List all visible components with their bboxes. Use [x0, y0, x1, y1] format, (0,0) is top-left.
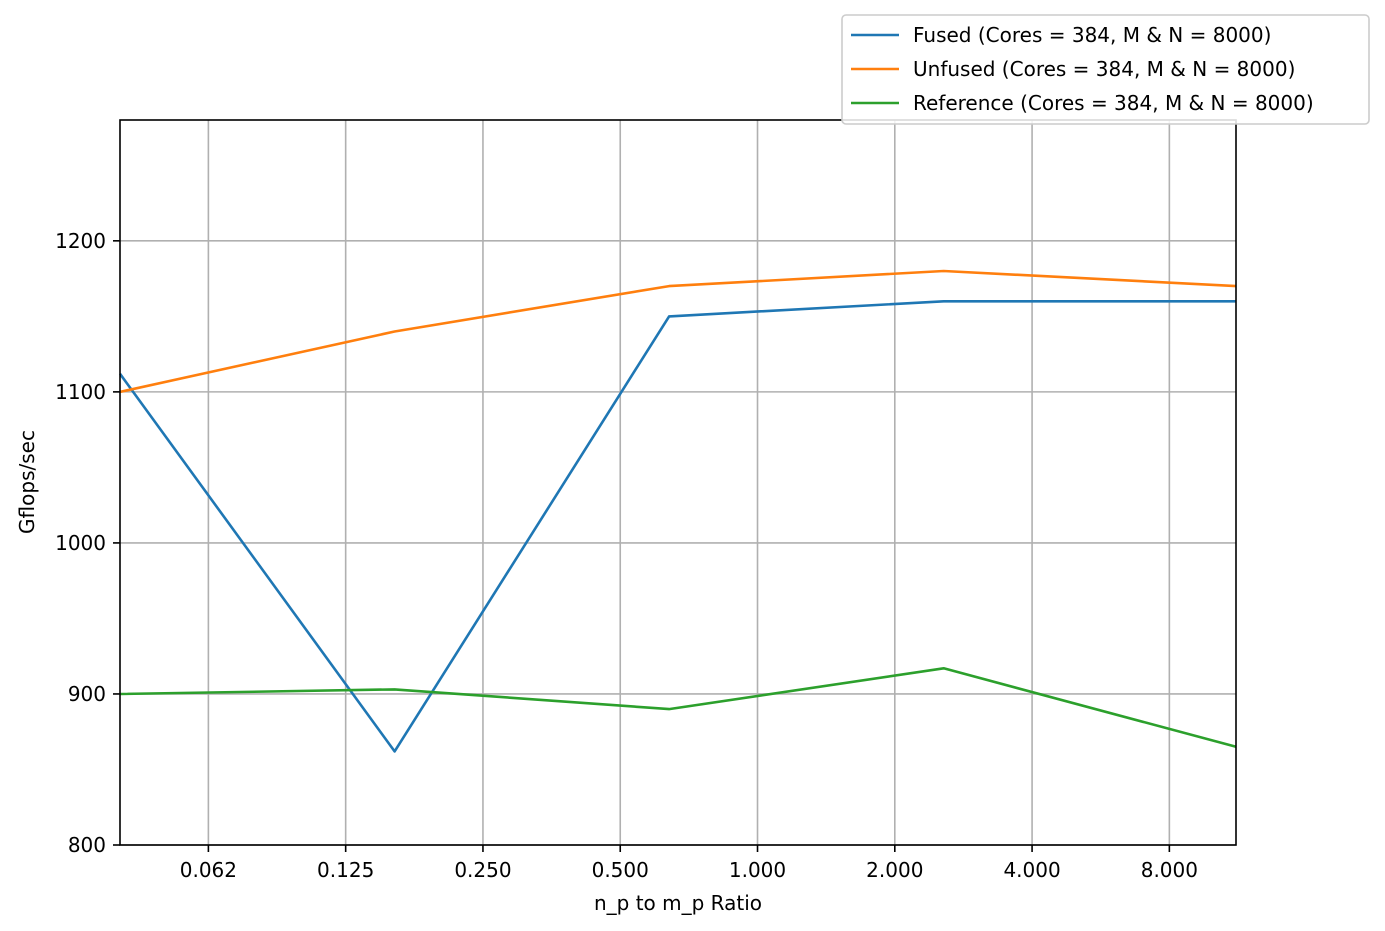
series-lines [118, 269, 1237, 753]
y-tick-label: 1100 [55, 380, 106, 404]
grid [120, 120, 1236, 846]
x-tick-label: 8.000 [1141, 858, 1198, 882]
x-tick-label: 0.125 [317, 858, 374, 882]
y-tick-label: 900 [68, 682, 106, 706]
x-tick-label: 0.250 [454, 858, 511, 882]
legend: Fused (Cores = 384, M & N = 8000) Unfused… [841, 14, 1370, 125]
x-tick-label: 2.000 [866, 858, 923, 882]
x-tick-label: 4.000 [1003, 858, 1060, 882]
x-tick-label: 1.000 [729, 858, 786, 882]
series-line-2 [119, 269, 1237, 394]
legend-box [841, 14, 1370, 125]
y-tick-label: 800 [68, 833, 106, 857]
plot-frame [119, 119, 1237, 846]
legend-label-2: Unfused (Cores = 384, M & N = 8000) [913, 57, 1295, 81]
series-line-3 [119, 666, 1237, 749]
y-tick-label: 1200 [55, 229, 106, 253]
x-tick-label: 0.062 [180, 858, 237, 882]
ticks: 0.062 0.125 0.250 0.500 1.000 2.000 4.000 8.000… [55, 229, 1198, 882]
legend-label-1: Fused (Cores = 384, M & N = 8000) [913, 23, 1271, 47]
x-axis-label: n_p to m_p Ratio [594, 891, 762, 915]
legend-label-3: Reference (Cores = 384, M & N = 8000) [913, 91, 1314, 115]
y-axis-label: Gflops/sec [15, 430, 39, 534]
x-tick-label: 0.500 [592, 858, 649, 882]
series-line-1 [118, 299, 1236, 753]
y-tick-label: 1000 [55, 531, 106, 555]
